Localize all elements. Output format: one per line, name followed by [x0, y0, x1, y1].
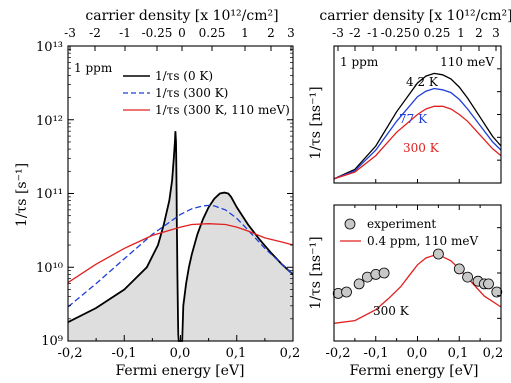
experiment-point [341, 286, 352, 298]
x-tick-label: 0,1 [448, 346, 469, 361]
fill-0K [68, 131, 293, 341]
experiment-point [483, 278, 494, 290]
experiment-point [453, 263, 465, 275]
series-line-top-right-2 [333, 105, 502, 180]
x-tick-labels-right: -0,2 -0,1 0,0 0,1 0,2 [325, 346, 503, 361]
experiment-points [332, 248, 503, 299]
annotation-1ppm-left: 1 ppm [74, 61, 113, 75]
top-tick-label: -3 [64, 26, 76, 40]
top-tick-label: -2 [349, 26, 361, 40]
label-4.2K: 4.2 K [406, 75, 439, 89]
series-line-left-2 [67, 223, 294, 284]
top-tick-label: 2 [475, 26, 483, 40]
annotation-300K-bottom: 300 K [373, 304, 410, 318]
y-tick-label: 10⁹ [41, 334, 63, 349]
x-tick-label: 0,0 [407, 346, 428, 361]
legend-marker-experiment [344, 218, 356, 230]
experiment-point [378, 267, 390, 279]
top-axis-label-left: carrier density [x 10¹²/cm²] [85, 8, 278, 24]
top-tick-label: 0 [412, 26, 420, 40]
series-line-left-1 [67, 204, 294, 308]
x-tick-label: -0,1 [363, 346, 388, 361]
top-tick-label: 3 [287, 26, 295, 40]
series-lines-bottom-right [333, 254, 502, 324]
experiment-point [353, 278, 365, 290]
ticks-left [67, 45, 294, 342]
series-lines-top-right [333, 72, 502, 180]
panel-top-right: carrier density [x 10¹²/cm²] -3 -2 -1 -0… [308, 8, 511, 184]
x-tick-labels-left: -0,2 -0,1 0,0 0,1 0,2 [57, 346, 300, 361]
x-tick-label: 0,2 [483, 346, 504, 361]
y-tick-label: 10¹³ [36, 40, 63, 55]
series-line-top-right-1 [333, 87, 502, 180]
annotation-110meV: 110 meV [440, 55, 494, 69]
top-tick-label: 0.25 [424, 26, 451, 40]
x-tick-label: -0,2 [325, 346, 350, 361]
legend-label-300K: 1/τs (300 K) [155, 86, 228, 100]
y-axis-label-left: 1/τs [s⁻¹] [14, 163, 30, 227]
panel-left: carrier density [x 10¹²/cm²] -3 -2 -1 -0… [14, 8, 300, 379]
label-77K: 77 K [399, 112, 428, 126]
area-0K [68, 131, 293, 341]
top-tick-label: -2 [89, 26, 101, 40]
top-tick-label: -3 [332, 26, 344, 40]
annotation-1ppm-right: 1 ppm [340, 55, 379, 69]
top-axis-label-right: carrier density [x 10¹²/cm²] [319, 8, 511, 24]
x-tick-label: -0,2 [57, 346, 82, 361]
label-300K-top: 300 K [403, 141, 440, 155]
x-tick-label: 0,1 [226, 346, 247, 361]
y-axis-label-top-right: 1/τs [ns⁻¹] [308, 86, 324, 159]
y-tick-labels-left: 10⁹ 10¹⁰ 10¹¹ 10¹² 10¹³ [36, 40, 63, 349]
top-tick-label: 0.25 [199, 26, 226, 40]
top-tick-label: 2 [267, 26, 275, 40]
ticks-top-right [333, 46, 502, 183]
top-tick-label: 3 [492, 26, 500, 40]
x-tick-label: 0,0 [170, 346, 191, 361]
legend-label-0.4ppm: 0.4 ppm, 110 meV [367, 234, 478, 248]
y-tick-label: 10¹⁰ [36, 261, 63, 276]
legend-label-300K-110meV: 1/τs (300 K, 110 meV) [155, 103, 290, 117]
x-axis-label-right: Fermi energy [eV] [349, 363, 478, 379]
top-tick-label: -1 [119, 26, 131, 40]
y-tick-label: 10¹¹ [36, 187, 63, 202]
top-tick-label: 1 [241, 26, 249, 40]
top-tick-labels-right: -3 -2 -1 -0.25 0 0.25 1 2 3 [332, 26, 500, 40]
y-axis-label-bottom-right: 1/τs [ns⁻¹] [308, 236, 324, 309]
legend-left: 1/τs (0 K) 1/τs (300 K) 1/τs (300 K, 110… [123, 69, 290, 117]
top-tick-label: 1 [457, 26, 465, 40]
legend-bottom-right: experiment 0.4 ppm, 110 meV [340, 217, 478, 248]
x-tick-label: 0,2 [280, 346, 301, 361]
top-tick-label: -1 [367, 26, 379, 40]
series-line-0.4ppm [333, 254, 502, 324]
experiment-point [491, 286, 503, 298]
series-line-top-right-0 [333, 72, 502, 180]
x-tick-label: -0,1 [111, 346, 136, 361]
legend-label-experiment: experiment [367, 217, 436, 231]
top-tick-labels-left: -3 -2 -1 -0.25 0 0.25 1 2 3 [64, 26, 295, 40]
experiment-point [432, 248, 444, 260]
panel-bottom-right: -0,2 -0,1 0,0 0,1 0,2 Fermi energy [eV] … [308, 204, 503, 379]
top-tick-label: -0.25 [142, 26, 173, 40]
x-axis-label-left: Fermi energy [eV] [115, 363, 244, 379]
legend-label-0K: 1/τs (0 K) [155, 69, 213, 83]
experiment-point [462, 271, 474, 283]
ticks-bottom-right [333, 205, 502, 341]
y-tick-label: 10¹² [36, 114, 63, 129]
top-tick-label: -0.25 [381, 26, 412, 40]
top-tick-label: 0 [178, 26, 186, 40]
